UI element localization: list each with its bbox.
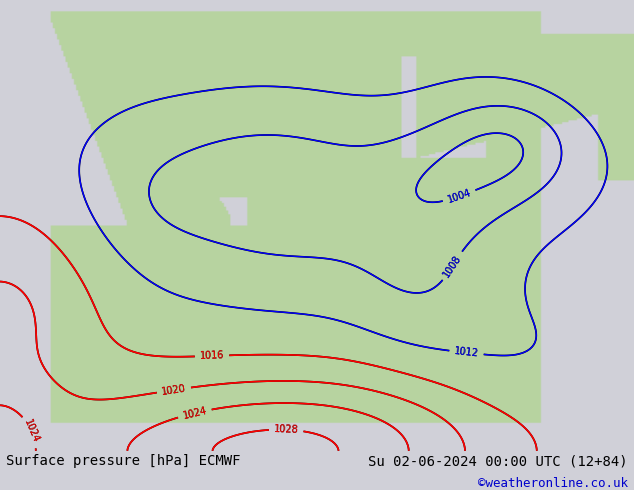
Text: 1008: 1008 bbox=[442, 253, 463, 279]
Text: 1012: 1012 bbox=[454, 346, 479, 359]
Text: 1016: 1016 bbox=[200, 350, 224, 361]
Text: 1008: 1008 bbox=[442, 253, 463, 279]
Text: 1004: 1004 bbox=[446, 188, 472, 205]
Text: ©weatheronline.co.uk: ©weatheronline.co.uk bbox=[477, 477, 628, 490]
Text: 1024: 1024 bbox=[181, 405, 208, 421]
Text: 1024: 1024 bbox=[22, 418, 41, 445]
Text: 1028: 1028 bbox=[274, 424, 299, 435]
Text: Su 02-06-2024 00:00 UTC (12+84): Su 02-06-2024 00:00 UTC (12+84) bbox=[368, 454, 628, 468]
Text: 1012: 1012 bbox=[454, 346, 479, 359]
Text: 1020: 1020 bbox=[161, 383, 187, 397]
Text: 1024: 1024 bbox=[181, 405, 208, 421]
Text: 1004: 1004 bbox=[446, 188, 472, 205]
Text: 1028: 1028 bbox=[274, 424, 299, 435]
Text: 1016: 1016 bbox=[200, 350, 224, 361]
Text: Surface pressure [hPa] ECMWF: Surface pressure [hPa] ECMWF bbox=[6, 454, 241, 468]
Text: 1024: 1024 bbox=[22, 418, 41, 445]
Text: 1020: 1020 bbox=[161, 383, 187, 397]
